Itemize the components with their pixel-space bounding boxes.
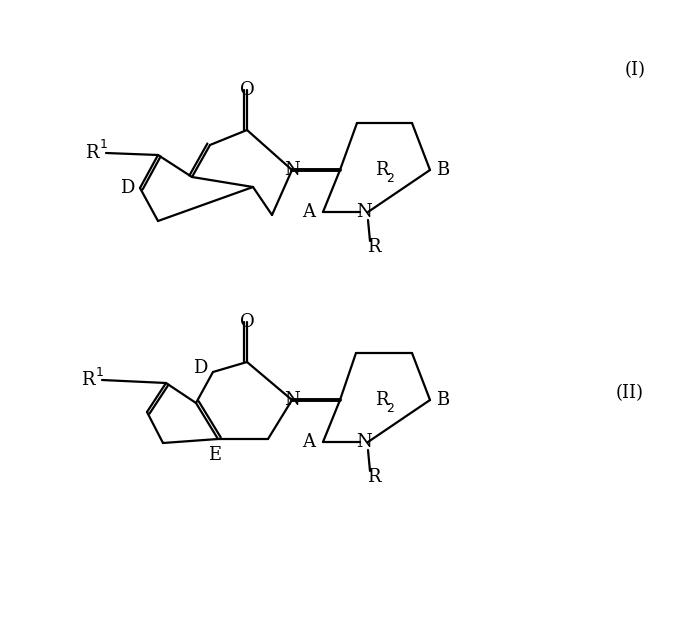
Text: R: R (375, 391, 388, 409)
Text: N: N (356, 433, 372, 451)
Text: R: R (86, 144, 99, 162)
Text: N: N (284, 161, 300, 179)
Text: N: N (284, 391, 300, 409)
Text: R: R (81, 371, 95, 389)
Text: B: B (436, 391, 449, 409)
Text: R: R (375, 161, 388, 179)
Text: O: O (239, 81, 255, 99)
Text: 2: 2 (386, 171, 394, 184)
Text: (I): (I) (624, 61, 646, 79)
Text: O: O (239, 313, 255, 331)
Text: D: D (120, 179, 134, 197)
Text: 1: 1 (100, 139, 108, 151)
Text: R: R (367, 238, 381, 256)
Text: E: E (208, 446, 221, 464)
Text: A: A (302, 203, 315, 221)
Text: 1: 1 (96, 366, 104, 379)
Text: A: A (302, 433, 315, 451)
Text: (II): (II) (616, 384, 644, 402)
Text: N: N (356, 203, 372, 221)
Text: 2: 2 (386, 401, 394, 414)
Text: R: R (367, 468, 381, 486)
Text: B: B (436, 161, 449, 179)
Text: D: D (193, 359, 207, 377)
